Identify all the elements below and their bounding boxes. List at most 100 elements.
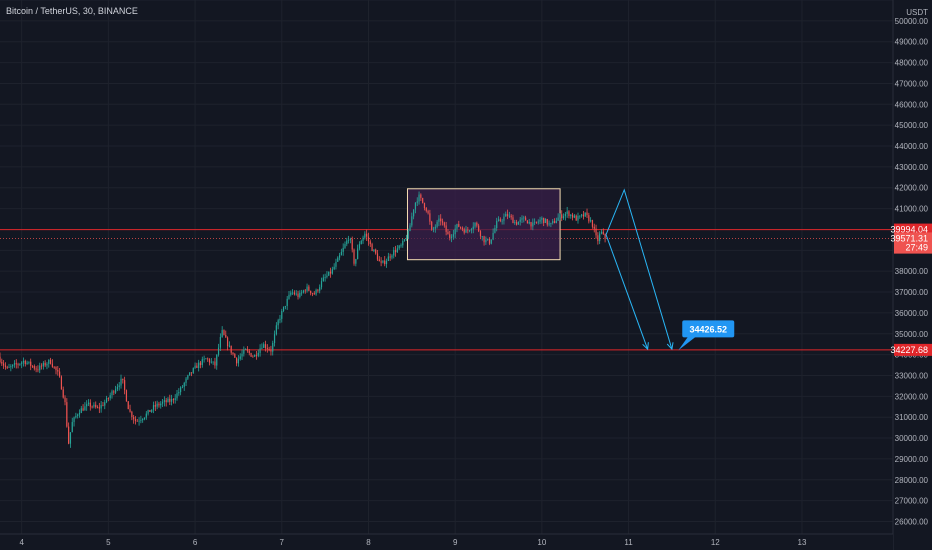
projection-path[interactable] xyxy=(605,188,673,350)
candle-body xyxy=(214,361,216,366)
x-tick-label: 13 xyxy=(798,538,807,547)
candle-body xyxy=(8,367,10,368)
candle-body xyxy=(355,259,357,264)
candle-body xyxy=(337,257,339,262)
candle-body xyxy=(21,362,23,364)
candle-body xyxy=(315,289,317,295)
candle-body xyxy=(46,363,48,366)
candle-body xyxy=(519,219,521,222)
candle-body xyxy=(420,194,422,198)
candle-body xyxy=(425,208,427,211)
candle-body xyxy=(310,290,312,294)
candle-body xyxy=(535,221,538,223)
projection-layer[interactable]: 34426.52 xyxy=(605,188,735,351)
candle-body xyxy=(87,402,90,405)
y-tick-label: 38000.00 xyxy=(895,267,929,276)
candle-body xyxy=(371,244,373,252)
y-tick-label: 29000.00 xyxy=(895,455,929,464)
candle-body xyxy=(237,358,240,364)
candle-body xyxy=(394,250,397,253)
candle-body xyxy=(69,432,72,444)
candle-body xyxy=(422,197,424,203)
candle-body xyxy=(31,365,34,367)
candle-body xyxy=(591,220,594,227)
candle-body xyxy=(75,415,77,418)
candle-body xyxy=(512,217,514,224)
candle-body xyxy=(219,336,221,348)
candle-body xyxy=(40,365,43,367)
candle-body xyxy=(322,277,324,282)
candle-body xyxy=(270,349,272,352)
candle-body xyxy=(225,334,227,338)
candle-body xyxy=(441,221,444,223)
candle-body xyxy=(481,236,483,238)
candle-body xyxy=(248,350,250,354)
candle-body xyxy=(393,250,395,256)
candle-body xyxy=(71,422,73,433)
candle-body xyxy=(557,217,559,221)
candle-body xyxy=(329,271,332,274)
candle-body xyxy=(358,244,361,249)
candle-body xyxy=(281,311,283,319)
candle-body xyxy=(530,222,532,227)
candle-body xyxy=(396,248,398,253)
candle-body xyxy=(30,361,32,366)
candle-body xyxy=(357,248,359,260)
candle-body xyxy=(465,229,467,233)
candle-body xyxy=(351,239,353,250)
callout-pointer xyxy=(678,336,697,351)
candle-body xyxy=(96,407,99,408)
candle-body xyxy=(120,378,122,386)
candle-body xyxy=(508,215,510,217)
candle-body xyxy=(423,202,426,209)
candle-body xyxy=(380,261,382,263)
candle-body xyxy=(514,222,516,224)
candle-body xyxy=(544,219,547,224)
candle-body xyxy=(181,386,184,388)
range-box-layer[interactable] xyxy=(406,188,561,261)
candle-body xyxy=(282,306,285,312)
candle-body xyxy=(521,218,523,220)
candle-body xyxy=(107,398,109,399)
projection-branch[interactable] xyxy=(605,234,649,350)
callout-box[interactable] xyxy=(682,320,735,338)
candle-body xyxy=(304,290,306,292)
candle-body xyxy=(60,376,63,390)
candle-body xyxy=(562,216,565,219)
candle-body xyxy=(279,318,281,321)
candle-body xyxy=(125,390,128,402)
x-tick-label: 9 xyxy=(453,538,458,547)
candle-body xyxy=(479,231,482,237)
x-tick-label: 4 xyxy=(19,538,24,547)
candle-body xyxy=(44,362,46,366)
candle-body xyxy=(118,385,120,387)
candle-body xyxy=(234,354,236,358)
candle-body xyxy=(201,359,203,365)
candle-body xyxy=(364,233,366,238)
candle-body xyxy=(264,344,267,349)
candle-body xyxy=(483,236,485,243)
y-tick-label: 41000.00 xyxy=(895,205,929,214)
candle-body xyxy=(151,409,153,412)
candle-body xyxy=(170,399,173,402)
candle-body xyxy=(246,349,249,351)
candle-body xyxy=(472,226,474,230)
candle-body xyxy=(156,403,158,407)
candle-body xyxy=(450,236,453,238)
candle-body xyxy=(566,211,568,214)
candle-body xyxy=(51,363,53,367)
candle-body xyxy=(387,256,389,261)
candle-body xyxy=(474,222,476,227)
candle-body xyxy=(492,232,494,240)
candle-body xyxy=(19,363,21,365)
candle-body xyxy=(1,362,3,364)
candle-body xyxy=(539,219,541,222)
candle-body xyxy=(216,354,218,366)
candle-body xyxy=(523,217,525,219)
candle-body xyxy=(405,238,408,240)
candle-body xyxy=(311,293,314,294)
consolidation-range-box[interactable] xyxy=(406,188,561,261)
candle-body xyxy=(78,412,81,415)
candle-body xyxy=(277,320,279,326)
